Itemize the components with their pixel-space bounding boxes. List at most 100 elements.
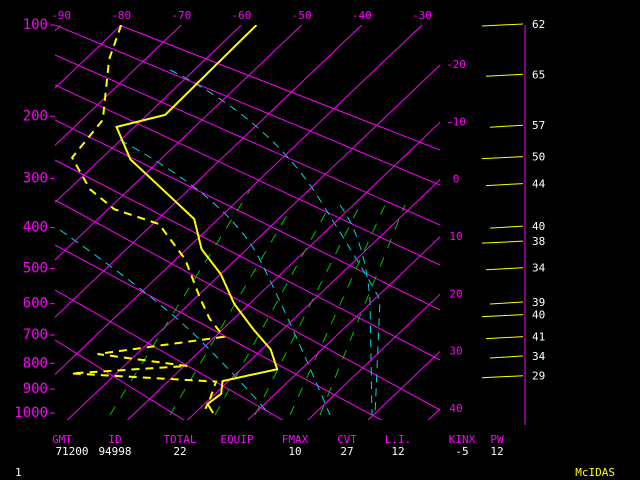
table-value: 94998 — [98, 445, 131, 458]
isotherm — [55, 25, 302, 261]
wind-barb — [489, 355, 524, 359]
moist-adiabat — [59, 229, 271, 416]
dry-adiabats — [55, 25, 440, 420]
right-tick-label: 10 — [449, 230, 462, 243]
wind-speed-label: 40 — [532, 220, 545, 233]
table-value: 10 — [288, 445, 301, 458]
brand: McIDAS — [575, 466, 615, 479]
wind-speed-label: 44 — [532, 178, 546, 191]
table-header: ID — [108, 433, 121, 446]
wind-speed-label: 34 — [532, 262, 546, 275]
wind-barb — [485, 183, 524, 187]
isotherm — [307, 293, 440, 420]
x-tick-label: -60 — [232, 9, 252, 22]
wind-barb — [481, 375, 524, 379]
isotherm — [55, 25, 363, 318]
x-tick-label: -30 — [412, 9, 432, 22]
y-tick-label: 200 — [23, 108, 48, 124]
table-header: TOTAL — [163, 433, 196, 446]
table-header: CVT — [337, 433, 357, 446]
page-number: 1 — [15, 466, 22, 479]
adiabat — [55, 25, 440, 186]
mixing-ratio — [319, 204, 406, 416]
adiabat — [55, 339, 185, 420]
wind-barb — [485, 267, 524, 271]
x-tick-label: -90 — [51, 9, 71, 22]
table-value: 12 — [490, 445, 503, 458]
wind-barb — [481, 314, 524, 318]
y-tick-label: 600 — [23, 296, 48, 312]
adiabat — [55, 84, 440, 266]
reference-lines — [55, 25, 440, 420]
y-tick-label: 100 — [23, 17, 48, 33]
moist-adiabat — [119, 139, 331, 416]
wind-barb — [481, 156, 524, 160]
table-value: 71200 — [55, 445, 88, 458]
right-tick-label: 40 — [449, 402, 462, 415]
wind-speed-label: 39 — [532, 296, 545, 309]
x-tick-label: -50 — [292, 9, 312, 22]
table-header: FMAX — [282, 433, 309, 446]
wind-barb — [489, 301, 524, 305]
adiabat — [55, 199, 440, 411]
wind-speed-label: 38 — [532, 235, 545, 248]
adiabat — [55, 244, 383, 420]
adiabat — [55, 159, 440, 361]
table-value: 27 — [340, 445, 353, 458]
wind-speed-label: 65 — [532, 68, 545, 81]
moist-adiabats — [59, 69, 381, 416]
isotherm — [66, 64, 440, 420]
right-tick-label: 20 — [449, 287, 462, 300]
table-header: EQUIP — [220, 433, 253, 446]
wind-speed-label: 34 — [532, 350, 546, 363]
y-tick-label: 700 — [23, 327, 48, 343]
right-tick-label: 0 — [453, 173, 460, 186]
plot: -90 -80 -70 -60 -50 -40 -30 -20 -10 0 10 20 30 40 100 2… — [14, 9, 546, 421]
isotherm — [55, 25, 423, 376]
temperature-line — [115, 25, 279, 414]
wind-speed-label: 50 — [532, 151, 545, 164]
table-header: KINX — [449, 433, 476, 446]
table-header: L.I. — [385, 433, 412, 446]
wind-barb — [489, 225, 524, 229]
adiabat — [117, 25, 440, 151]
wind-speed-label: 41 — [532, 331, 545, 344]
right-tick-label: -10 — [446, 115, 466, 128]
dewpoint-line — [70, 25, 226, 410]
y-tick-label: 1000 — [14, 405, 48, 421]
x-tick-label: -70 — [171, 9, 191, 22]
y-tick-label: 500 — [23, 260, 48, 276]
isotherm — [55, 25, 182, 147]
table-value: 12 — [391, 445, 404, 458]
wind-barb — [485, 73, 524, 77]
table-header: GMT — [52, 433, 72, 446]
wind-speed-label: 57 — [532, 119, 545, 132]
table-value: 22 — [173, 445, 186, 458]
table-value: -5 — [455, 445, 468, 458]
moist-adiabat — [169, 69, 381, 416]
y-tick-label: 800 — [23, 355, 48, 371]
y-tick-label: 900 — [23, 381, 48, 397]
x-tick-label: -40 — [352, 9, 372, 22]
wind-barb — [481, 23, 524, 27]
table-header: PW — [490, 433, 504, 446]
wind-barb — [485, 336, 524, 340]
wind-speed-label: 29 — [532, 370, 545, 383]
wind-speed-label: 40 — [532, 309, 545, 322]
isotherm — [186, 178, 440, 420]
plot-area — [55, 25, 440, 420]
wind-barb — [489, 124, 524, 128]
isotherm — [367, 350, 440, 420]
isotherm — [55, 25, 242, 204]
right-tick-label: 30 — [449, 345, 462, 358]
y-tick-label: 400 — [23, 220, 48, 236]
wind-barb — [481, 240, 524, 244]
adiabat — [55, 54, 440, 226]
wind-speed-label: 62 — [532, 18, 545, 31]
right-tick-label: -20 — [446, 58, 466, 71]
x-tick-label: -80 — [111, 9, 131, 22]
isotherm — [126, 121, 440, 420]
y-tick-label: 300 — [23, 171, 48, 187]
